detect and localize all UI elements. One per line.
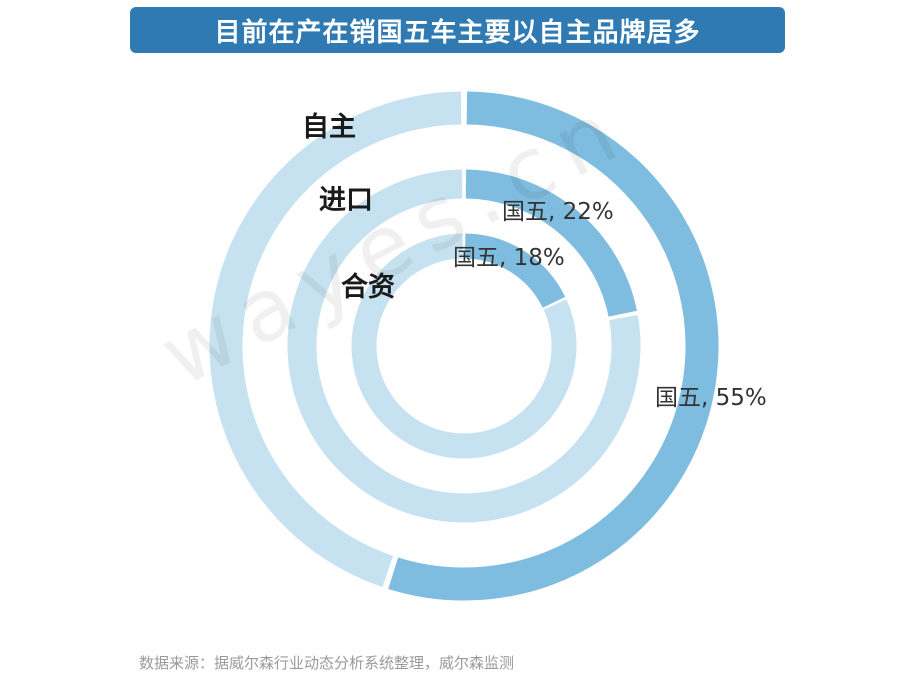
title-banner: 目前在产在销国五车主要以自主品牌居多 (130, 7, 785, 53)
ring-remainder-3 (351, 233, 577, 459)
ring-name-label-1: 自主 (302, 111, 356, 143)
ring-segment-1 (388, 91, 719, 601)
ring-segment-2 (465, 169, 637, 317)
ring-value-label-3: 国五, 18% (453, 245, 565, 271)
ring-name-label-3: 合资 (341, 271, 395, 303)
ring-segment-3 (464, 233, 566, 309)
ring-remainder-1 (209, 91, 462, 588)
ring-remainder-2 (287, 169, 641, 523)
source-note: 数据来源：据威尔森行业动态分析系统整理，威尔森监测 (139, 654, 515, 672)
ring-value-label-1: 国五, 55% (655, 385, 767, 411)
chart-title: 目前在产在销国五车主要以自主品牌居多 (214, 17, 701, 48)
ring-value-label-2: 国五, 22% (502, 199, 614, 225)
ring-name-label-2: 进口 (319, 185, 373, 216)
